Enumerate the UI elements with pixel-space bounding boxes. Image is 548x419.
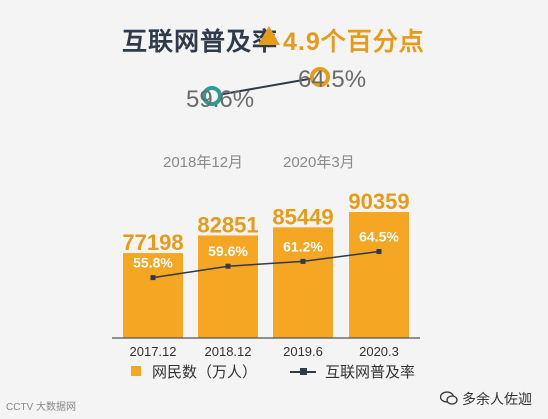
legend-bar-swatch xyxy=(131,366,141,376)
wechat-account-name: 多余人佐迦 xyxy=(462,391,532,407)
chart-header: 互联网普及率 4.9个百分点 xyxy=(0,22,548,62)
bar-value-label: 85449 xyxy=(272,204,333,229)
change-label: 4.9个百分点 xyxy=(283,28,425,56)
start-date-label: 2018年12月 xyxy=(163,154,244,171)
increase-triangle-icon xyxy=(258,26,280,45)
bar-value-label: 82851 xyxy=(197,212,258,237)
bar xyxy=(273,227,333,338)
legend-bar-label: 网民数（万人） xyxy=(152,364,258,381)
line-point xyxy=(225,263,231,269)
bar xyxy=(123,253,183,338)
end-date-label: 2020年3月 xyxy=(283,154,355,171)
end-marker-icon xyxy=(310,67,330,87)
comparison-graphic xyxy=(202,67,330,106)
bar xyxy=(349,212,409,338)
line-value-label: 64.5% xyxy=(359,229,399,245)
bar xyxy=(198,235,258,338)
start-marker-icon xyxy=(202,86,222,106)
line-point xyxy=(150,275,156,281)
x-tick-label: 2017.12 xyxy=(130,344,177,359)
line-series xyxy=(152,250,380,279)
line-value-label: 55.8% xyxy=(133,255,173,271)
source-badge: CCTV 大数据网 xyxy=(6,402,76,413)
chart-plot: 77198 2017.12 82851 2018.12 85449 2019.6 90359… xyxy=(112,189,420,359)
x-tick-label: 2020.3 xyxy=(359,344,399,359)
line-point xyxy=(300,258,306,264)
line-value-label: 61.2% xyxy=(283,238,323,254)
chart-title: 互联网普及率 xyxy=(122,28,279,56)
comparison-connector xyxy=(211,76,321,97)
line-point xyxy=(376,249,382,254)
wechat-icon xyxy=(440,391,458,405)
chart-legend: 网民数（万人） 互联网普及率 xyxy=(0,360,548,382)
start-value: 59.6% xyxy=(186,86,255,113)
end-value: 64.5% xyxy=(298,66,367,93)
line-value-label: 59.6% xyxy=(208,243,248,259)
bar-value-label: 90359 xyxy=(348,189,409,214)
legend-line-label: 互联网普及率 xyxy=(325,364,416,381)
bar-value-label: 77198 xyxy=(122,230,183,255)
x-tick-label: 2019.6 xyxy=(283,344,323,359)
legend-line-marker xyxy=(300,368,307,375)
x-tick-label: 2018.12 xyxy=(205,344,252,359)
